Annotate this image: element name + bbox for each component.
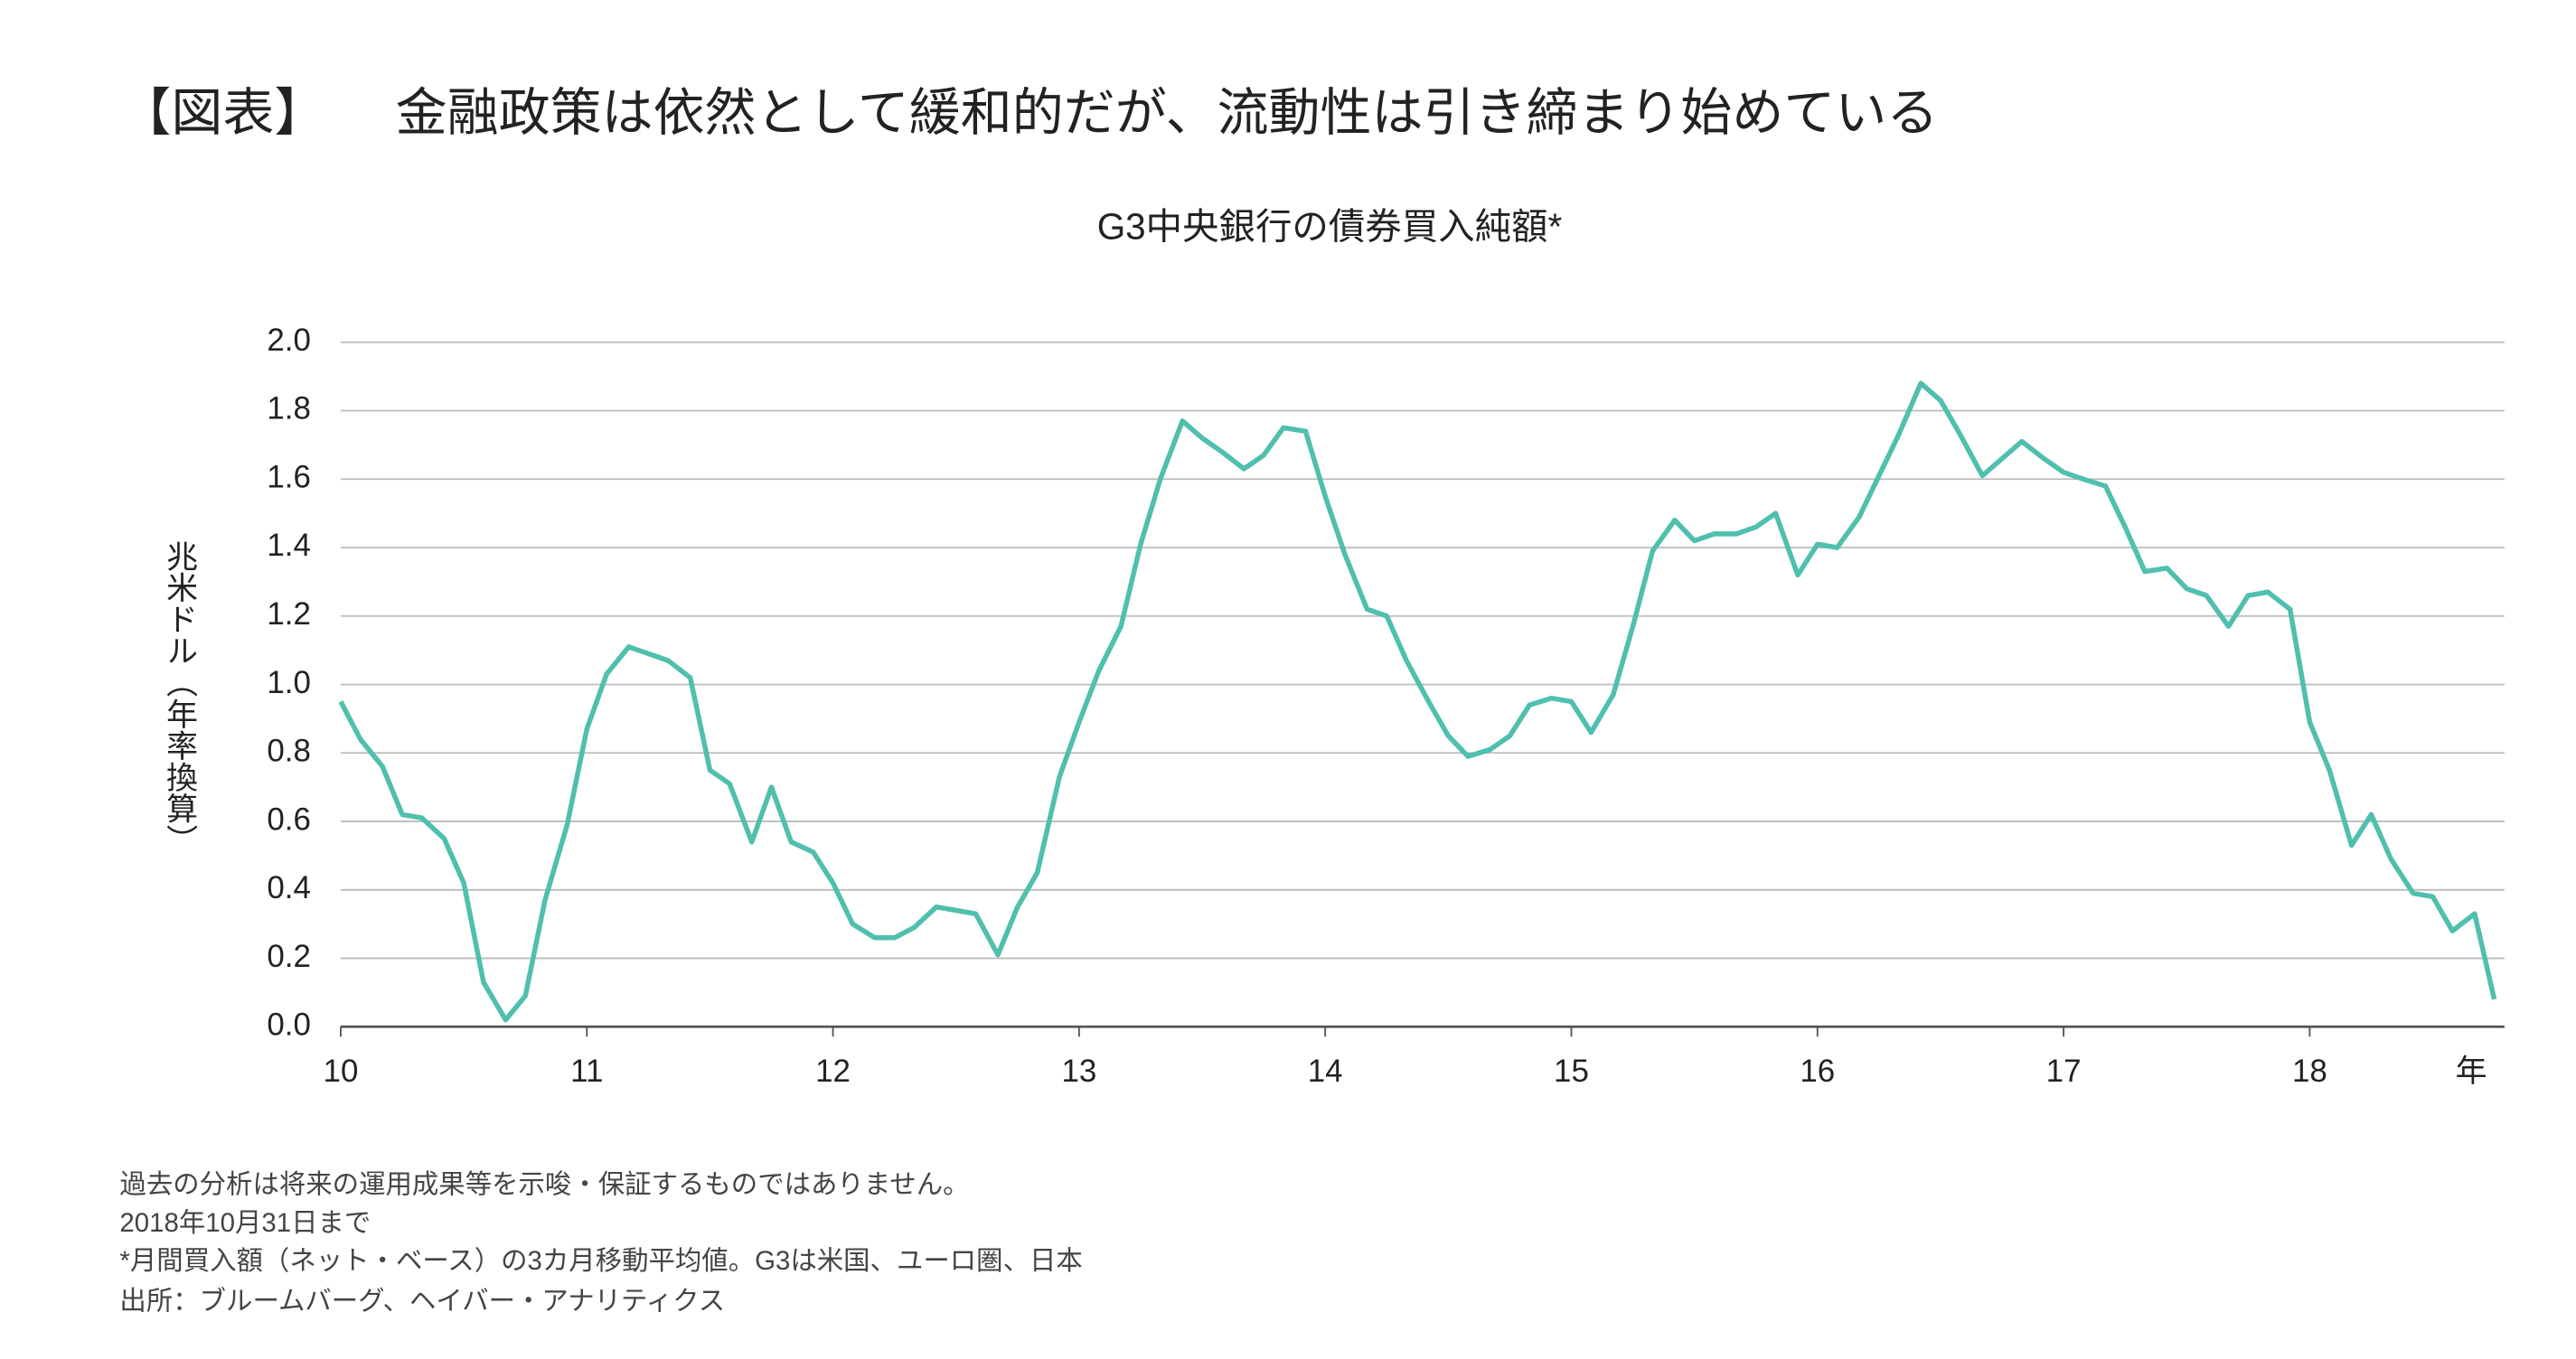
y-tick-label: 1.2 bbox=[267, 596, 311, 632]
y-tick-label: 1.0 bbox=[267, 665, 311, 700]
data-line bbox=[338, 380, 2497, 1023]
x-tick-label: 15 bbox=[1554, 1054, 1589, 1089]
x-tick-label: 17 bbox=[2046, 1054, 2082, 1089]
x-tick-label: 11 bbox=[570, 1054, 603, 1089]
y-tick-label: 0.4 bbox=[267, 870, 311, 905]
y-axis-label: 兆米ドル（年率換算） bbox=[162, 540, 197, 856]
x-tick-label: 14 bbox=[1308, 1054, 1343, 1089]
x-unit-label: 年 bbox=[2456, 1054, 2487, 1089]
footnote: 2018年10月31日まで bbox=[119, 1208, 371, 1238]
chart-title: G3中央銀行の債券買入純額* bbox=[1097, 205, 1563, 247]
y-tick-label: 0.8 bbox=[267, 734, 311, 769]
x-tick-label: 13 bbox=[1061, 1054, 1096, 1089]
x-tick-label: 16 bbox=[1800, 1054, 1835, 1089]
footnote: 出所：ブルームバーグ、ヘイバー・アナリティクス bbox=[119, 1286, 725, 1316]
x-tick-label: 10 bbox=[324, 1054, 359, 1089]
footnote: *月間買入額（ネット・ベース）の3カ月移動平均値。G3は米国、ユーロ圏、日本 bbox=[119, 1246, 1082, 1276]
y-tick-label: 2.0 bbox=[267, 323, 311, 358]
y-tick-label: 1.4 bbox=[267, 528, 311, 563]
y-tick-label: 1.6 bbox=[267, 459, 311, 494]
y-tick-label: 1.8 bbox=[267, 391, 311, 426]
y-tick-label: 0.6 bbox=[267, 801, 311, 837]
figure-tag: 【図表】 bbox=[119, 84, 325, 142]
footnote: 過去の分析は将来の運用成果等を示唆・保証するものではありません。 bbox=[119, 1170, 969, 1200]
page-title: 金融政策は依然として緩和的だが、流動性は引き締まり始めている bbox=[396, 84, 1939, 142]
x-tick-label: 12 bbox=[815, 1054, 851, 1089]
y-tick-label: 0.2 bbox=[267, 939, 311, 974]
y-tick-label: 0.0 bbox=[267, 1008, 311, 1043]
x-tick-label: 18 bbox=[2292, 1054, 2327, 1089]
